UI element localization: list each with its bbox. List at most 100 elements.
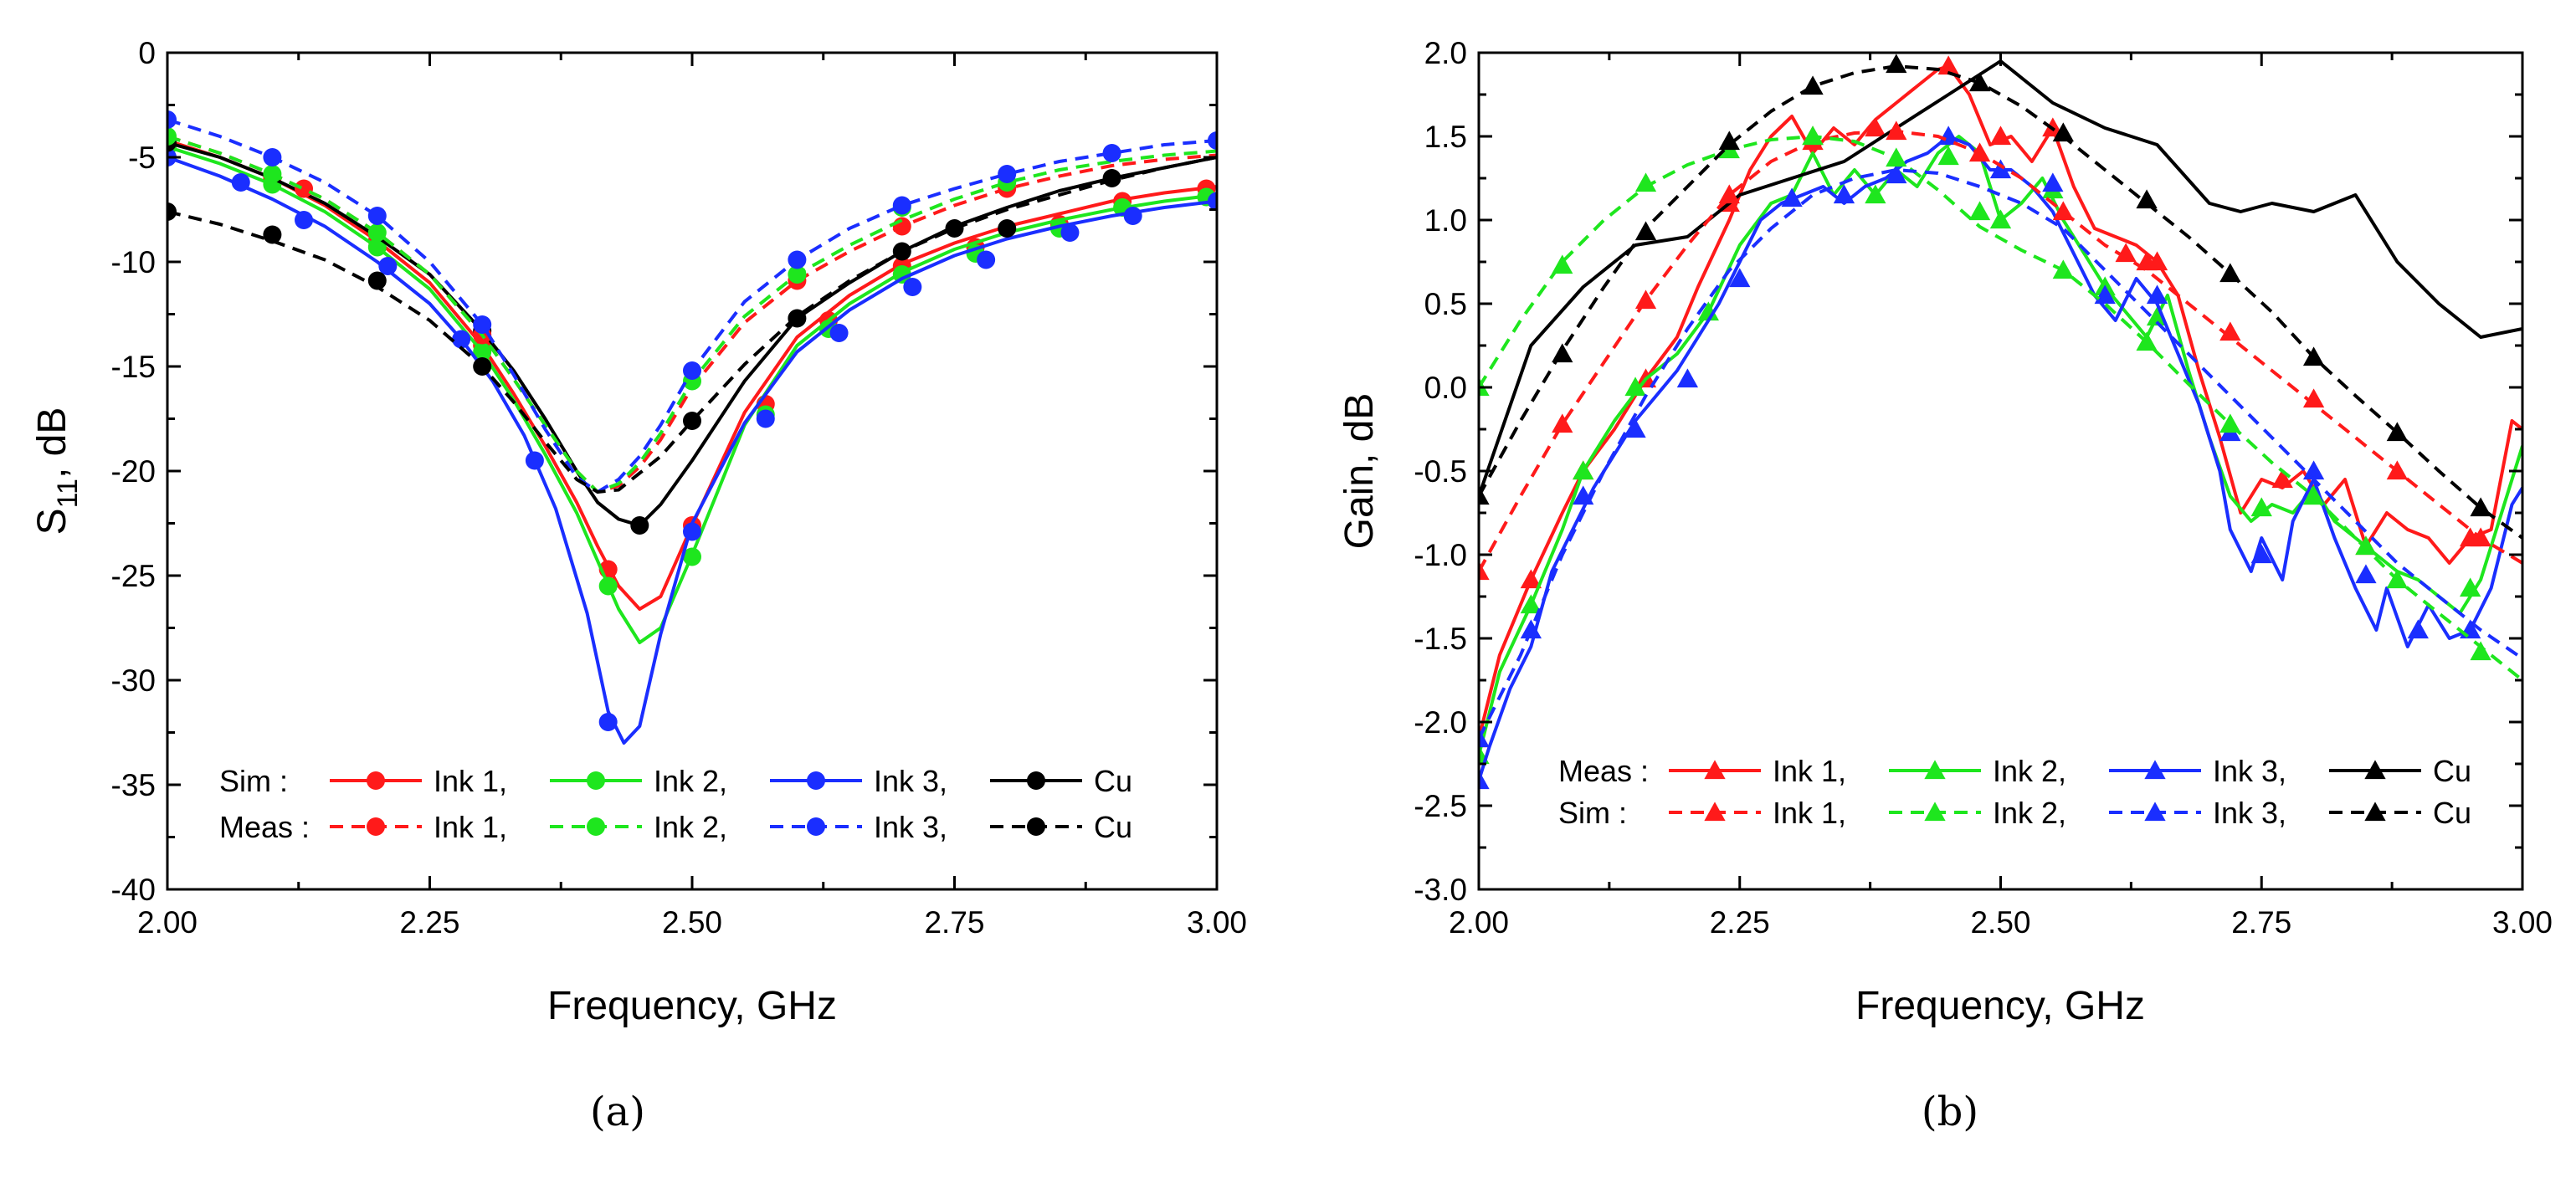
panel-b-series-sim-ink-2-marker	[1634, 172, 1657, 192]
panel-a-series-sim-ink-3-line	[167, 156, 1217, 745]
panel-b-legend-entry-label: Ink 2,	[1993, 796, 2066, 830]
panel-a-legend-entry-label: Cu	[1094, 810, 1132, 844]
panel-b-series-meas-ink-2-marker	[1937, 146, 1959, 166]
panel-b-series-sim-ink-2-marker	[2052, 259, 2074, 279]
panel-b-y-tick-label: -0.5	[1414, 454, 1467, 489]
panel-b-series-sim-ink-2-marker	[1802, 125, 1824, 146]
panel-b-y-tick-label: 0.0	[1424, 371, 1467, 405]
panel-b-series-sim-ink-1-marker	[2052, 201, 2074, 221]
panel-b-x-tick-label: 2.50	[1970, 905, 2030, 940]
panel-b-y-tick-label: 0.5	[1424, 287, 1467, 321]
panel-b-series-sim-cu-marker	[1552, 343, 1573, 363]
panel-b-series-sim-cu-marker	[2052, 122, 2074, 142]
panel-b-series-meas-ink-3-line	[1479, 135, 2522, 781]
panel-a-series-meas-cu-marker	[683, 412, 701, 430]
panel-b-series-sim-cu	[1479, 54, 2522, 540]
panel-b-series-sim-ink-1-marker	[1968, 142, 1991, 162]
panel-a-legend-marker	[367, 817, 385, 836]
panel-a-series-sim-ink-2-marker	[473, 342, 492, 361]
panel-a-legend-row-1: Sim : Ink 1, Ink 2, Ink 3, Cu	[219, 764, 1132, 798]
panel-b-series-meas-ink-2-marker	[1573, 460, 1594, 480]
panel-b-series-sim-ink-1	[1479, 120, 2522, 581]
panel-a-series-meas-ink-3-marker	[788, 250, 807, 269]
panel-b-series-meas-ink-2-marker	[2355, 535, 2377, 556]
panel-b-series-meas-ink-1-marker	[2271, 469, 2293, 489]
panel-b-series-sim-ink-3	[1479, 168, 2522, 748]
panel-a-legend-marker	[587, 817, 605, 836]
panel-a-y-tick-label: -20	[111, 454, 156, 489]
panel-b-series-sim-cu-marker	[2302, 346, 2325, 366]
panel-a-series-sim-ink-3-marker	[452, 330, 471, 349]
panel-a-legend-entry-label: Ink 2,	[654, 810, 727, 844]
panel-a-y-tick-label: -30	[111, 663, 156, 698]
panel-b-series-sim-ink-1-line	[1479, 130, 2522, 572]
panel-b-series-sim-ink-1-marker	[1886, 120, 1907, 141]
panel-b-x-tick-label: 3.00	[2492, 905, 2553, 940]
panel-b-legend-entry-label: Ink 3,	[2213, 796, 2286, 830]
panel-b-series-sim-cu-marker	[1718, 131, 1740, 151]
panel-b-series-sim-ink-1-marker	[2470, 527, 2491, 547]
panel-a-legend-row-label: Sim :	[219, 764, 288, 798]
panel-a-y-tick-label: 0	[138, 36, 156, 70]
panel-b-series-meas-ink-1-marker	[1989, 125, 2012, 146]
panel-a-series-meas-cu-marker	[892, 242, 911, 261]
panel-b-series-meas-ink-3-marker	[1676, 368, 1699, 388]
panel-b-series-sim-ink-2-marker	[1886, 147, 1907, 167]
panel-a-series-sim-ink-3-marker	[683, 522, 701, 541]
panel-b-series-sim-ink-1-marker	[2302, 388, 2325, 408]
panel-a-series-sim-ink-3-marker	[977, 250, 996, 269]
panel-a-series-meas-ink-3	[167, 110, 1217, 494]
panel-b-plot-area	[1479, 54, 2522, 790]
panel-b-series-meas-ink-1-marker	[2115, 243, 2137, 263]
panel-a-series-meas-cu-marker	[945, 219, 964, 238]
panel-b-series-sim-ink-2-marker	[1968, 201, 1991, 221]
panel-a-series-sim-ink-3-marker	[829, 324, 849, 342]
panel-b-series-sim-ink-2-marker	[2386, 569, 2409, 589]
panel-b-legend-marker	[2364, 760, 2386, 780]
panel-b-series-sim-ink-1-marker	[1479, 561, 1490, 581]
panel-a-legend-entry-label: Ink 1,	[434, 764, 507, 798]
panel-a-legend-entry-label: Ink 3,	[874, 810, 947, 844]
panel-b-series-meas-ink-2-marker	[1624, 376, 1646, 397]
panel-a-series-meas-cu-marker	[263, 225, 282, 244]
panel-a-series-meas-ink-2-marker	[367, 223, 387, 242]
panel-a-y-tick-label: -5	[128, 141, 156, 175]
panel-b-series-meas-ink-1-marker	[1937, 55, 1959, 75]
panel-b-y-tick-label: 1.5	[1424, 120, 1467, 154]
panel-b-series-meas-ink-3-marker	[1833, 184, 1855, 204]
panel-b-legend-marker	[2144, 802, 2166, 822]
panel-b-series-meas-ink-3-marker	[1886, 164, 1907, 184]
panel-a-series-sim-ink-3-marker	[1208, 192, 1217, 211]
panel-a-legend-marker	[1027, 817, 1045, 836]
panel-a-y-tick-label: -15	[111, 350, 156, 384]
panel-b-y-tick-label: 2.0	[1424, 36, 1467, 70]
panel-a-series-meas-cu-marker	[367, 271, 387, 290]
panel-a-series-meas-ink-3-marker	[998, 165, 1017, 183]
panel-a-series-meas-cu	[167, 156, 1217, 494]
panel-b-series-sim-cu-marker	[1802, 75, 1824, 95]
panel-b-y-tick-label: -1.0	[1414, 538, 1467, 572]
panel-a-series-meas-ink-2	[167, 127, 1217, 494]
panel-b-series-sim-ink-2-marker	[2219, 413, 2241, 433]
panel-a-legend-row-label: Meas :	[219, 810, 310, 844]
panel-b-series-sim-ink-3-line	[1479, 168, 2522, 740]
panel-a-series-sim-cu-marker	[788, 309, 807, 328]
panel-a-series-sim-cu-line	[167, 141, 1217, 527]
panel-b-series-meas-ink-3-marker	[1989, 159, 2012, 179]
panel-a-legend-entry-label: Ink 2,	[654, 764, 727, 798]
panel-b-series-sim-cu-marker	[2136, 189, 2158, 209]
panel-b-legend-marker	[2364, 802, 2386, 822]
panel-a-series-sim-ink-3-marker	[1060, 223, 1080, 242]
panel-a-series-sim-ink-3-marker	[295, 211, 314, 229]
panel-b-label: (b)	[1922, 1088, 1978, 1135]
panel-a-s11: 2.00 2.25 2.50 2.75 3.00 0 -5 -10 -15 -20 -25 -30 -3…	[30, 36, 1247, 1135]
panel-b-series-meas-cu-line	[1479, 59, 2522, 497]
panel-b-series-meas-ink-2-marker	[1520, 594, 1542, 614]
panel-b-series-meas-ink-3-marker	[2146, 284, 2168, 305]
panel-a-series-sim-cu-marker	[630, 516, 649, 535]
panel-a-legend-row-2: Meas : Ink 1, Ink 2, Ink 3, Cu	[219, 810, 1132, 844]
panel-b-series-sim-ink-2-marker	[2470, 641, 2491, 661]
panel-b-series-sim-cu-marker	[1968, 72, 1991, 92]
panel-b-series-sim-cu-marker	[1634, 221, 1657, 241]
panel-b-series-sim-ink-2-marker	[2302, 485, 2325, 505]
